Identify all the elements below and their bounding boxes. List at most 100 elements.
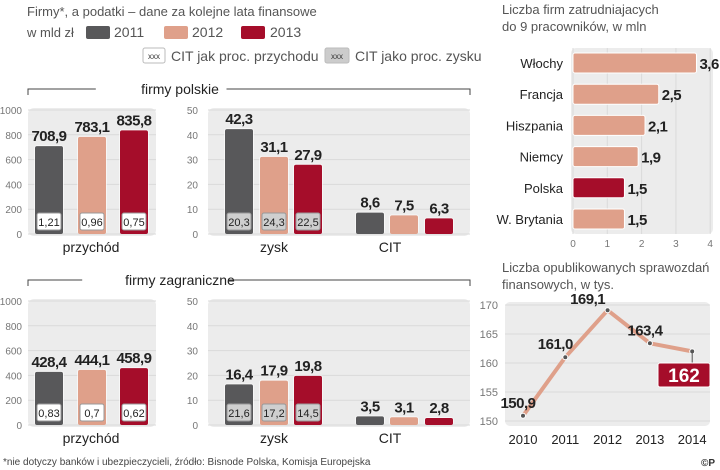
cit-pct-box (226, 403, 252, 422)
bar-2012 (78, 136, 106, 234)
y-tick-label: 20 (187, 371, 199, 382)
y-tick-label: 400 (5, 180, 22, 191)
y-tick-label: 40 (187, 322, 199, 333)
y-tick-label: 170 (480, 300, 498, 312)
y-tick-label: 600 (5, 347, 22, 358)
x-tick-label: 1 (605, 239, 611, 250)
legend-box-gray-text: xxx (331, 52, 343, 61)
y-tick-label: 20 (187, 180, 199, 191)
main-title: Firmy*, a podatki – dane za kolejne lata… (27, 4, 317, 19)
cit-pct-box (121, 403, 147, 422)
legend-swatch-2012 (164, 26, 188, 39)
bar-2011 (35, 146, 63, 234)
category-label: zysk (260, 239, 289, 255)
highlight-box (657, 362, 711, 388)
y-tick-label: 155 (480, 387, 498, 399)
bar-2011 (356, 212, 384, 234)
y-tick-label: 800 (5, 322, 22, 333)
cit-pct-box (36, 212, 62, 231)
bar-2013 (425, 418, 453, 425)
cit-pct-label: 0,7 (84, 408, 99, 420)
cit-pct-label: 0,96 (81, 217, 102, 229)
line-panel (505, 302, 710, 426)
y-tick-label: 160 (480, 358, 498, 370)
legend-label-2011: 2011 (114, 24, 144, 40)
legend-box-white (142, 47, 166, 64)
cit-pct-box (261, 403, 287, 422)
line-title: finansowych, w tys. (502, 277, 614, 292)
cit-pct-label: 17,2 (263, 408, 284, 420)
bar-value-label: 783,1 (74, 119, 109, 136)
x-tick-label: 2 (639, 239, 645, 250)
bar-value-label: 2,8 (429, 400, 449, 417)
bar-value-label: 17,9 (260, 363, 287, 380)
y-tick-label: 600 (5, 156, 22, 167)
y-tick-label: 30 (187, 347, 199, 358)
bar-value-label: 835,8 (116, 112, 151, 129)
legend-box-gray (324, 47, 350, 64)
x-tick-label: 2011 (551, 432, 579, 447)
legend-label-2013: 2013 (270, 24, 301, 40)
cit-pct-box (121, 212, 147, 231)
hbar-category-label: W. Brytania (497, 212, 564, 227)
bar-value-label: 428,4 (31, 354, 67, 371)
hbar-value-label: 1,9 (641, 150, 661, 167)
bar-value-label: 444,1 (74, 352, 109, 369)
legend-cit-profit: CIT jako proc. zysku (355, 48, 482, 64)
x-tick-label: 2014 (678, 432, 707, 447)
y-tick-label: 800 (5, 131, 22, 142)
hbar-value-label: 1,5 (627, 212, 647, 229)
bar-2013 (120, 130, 148, 234)
line-value-label: 150,9 (500, 395, 535, 412)
cit-pct-box (79, 212, 105, 231)
category-label: zysk (260, 430, 289, 446)
cit-pct-box (36, 403, 62, 422)
hbar-Polska (572, 177, 625, 199)
y-tick-label: 1000 (0, 297, 22, 308)
hbar-Włochy (572, 52, 697, 74)
hbar-Hiszpania (572, 114, 646, 136)
bar-value-label: 19,8 (294, 358, 321, 375)
bar-value-label: 7,5 (394, 197, 414, 214)
x-tick-label: 4 (707, 239, 713, 250)
cit-pct-box (79, 403, 105, 422)
y-tick-label: 10 (187, 205, 199, 216)
y-tick-label: 0 (192, 230, 198, 241)
hbar-title: Liczba firm zatrudniajacych (502, 2, 659, 17)
x-tick-label: 2013 (635, 432, 664, 447)
category-label: CIT (379, 239, 402, 255)
y-tick-label: 30 (187, 156, 199, 167)
highlight-value: 162 (668, 366, 700, 387)
hbar-category-label: Włochy (520, 56, 563, 71)
group-bracket (27, 88, 471, 95)
bar-value-label: 31,1 (260, 139, 287, 156)
bar-value-label: 42,3 (225, 111, 252, 128)
bar-2012 (390, 417, 418, 425)
cit-pct-label: 0,83 (38, 408, 59, 420)
unit-label: w mld zł (26, 25, 74, 40)
x-tick-label: 3 (673, 239, 679, 250)
bar-value-label: 3,5 (360, 398, 380, 415)
cit-pct-label: 20,3 (228, 217, 249, 229)
line-value-label: 163,4 (627, 322, 663, 339)
y-tick-label: 40 (187, 131, 199, 142)
y-tick-label: 0 (16, 421, 22, 432)
y-tick-label: 50 (187, 297, 199, 308)
y-tick-label: 200 (5, 396, 22, 407)
line-point (646, 340, 653, 347)
group-title: firmy polskie (141, 81, 219, 97)
hbar-value-label: 2,1 (648, 118, 668, 135)
group-bracket (27, 279, 471, 286)
line-value-label: 161,0 (538, 336, 573, 353)
hbar-value-label: 2,5 (662, 87, 682, 104)
y-tick-label: 0 (192, 421, 198, 432)
hbar-category-label: Francja (520, 87, 564, 102)
legend-label-2012: 2012 (192, 24, 223, 40)
line-point (604, 307, 611, 314)
hbar-value-label: 1,5 (627, 181, 647, 198)
line-point (520, 412, 526, 419)
bar-value-label: 16,4 (225, 366, 253, 383)
cit-pct-box (295, 212, 321, 231)
